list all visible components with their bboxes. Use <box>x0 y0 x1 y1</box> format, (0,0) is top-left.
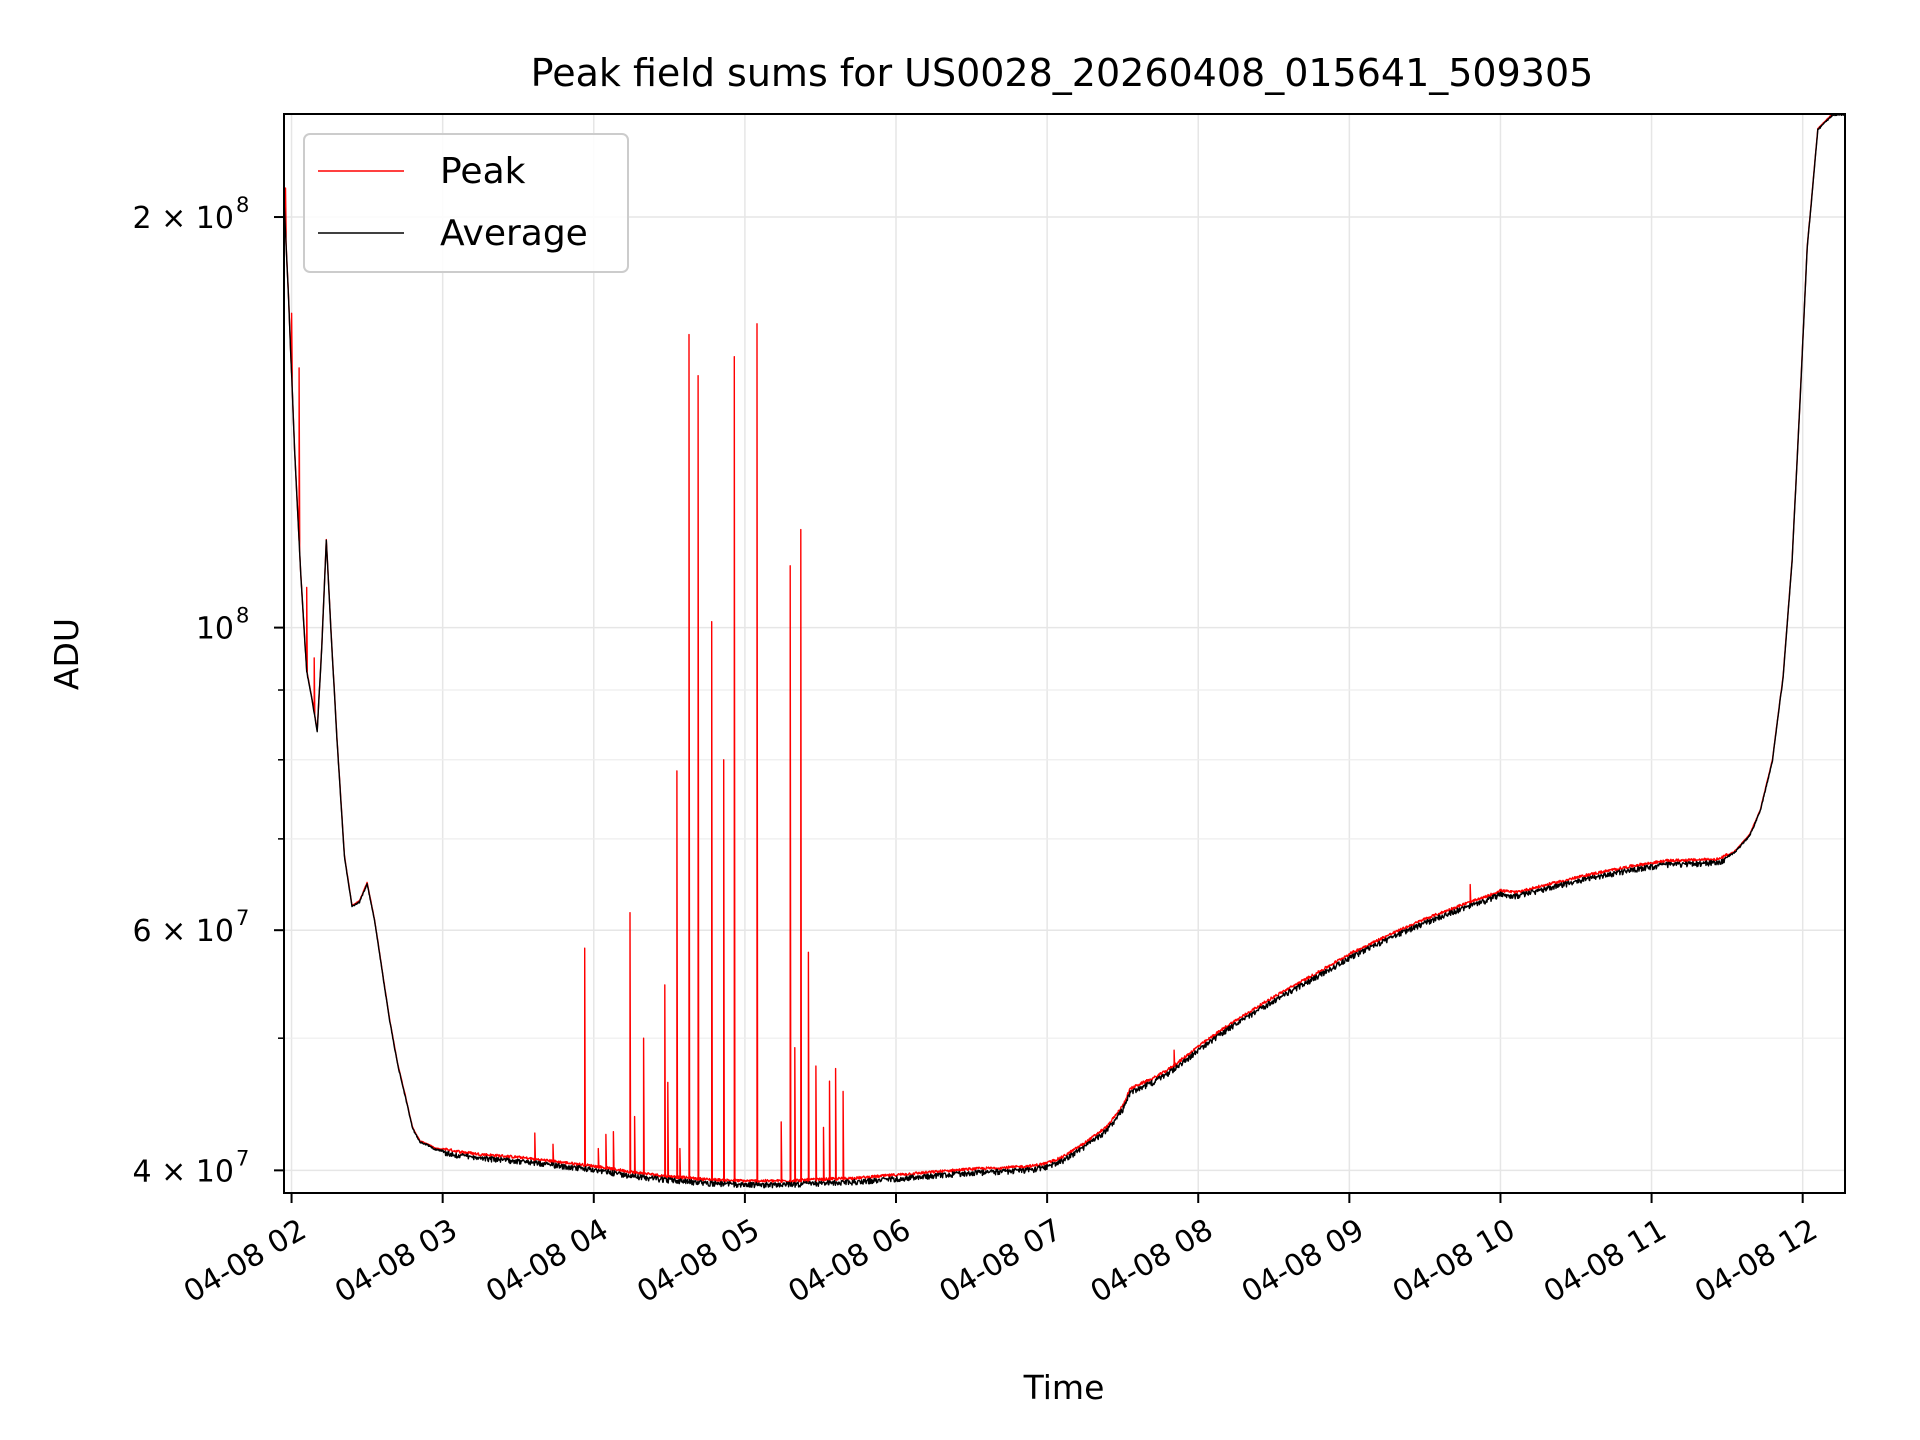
y-tick-label: 10 <box>196 612 234 647</box>
y-tick-label: 6 × 10 <box>133 914 234 949</box>
y-tick-exponent: 8 <box>236 604 249 628</box>
legend-label-peak: Peak <box>440 151 526 192</box>
chart-title: Peak field sums for US0028_20260408_0156… <box>531 51 1594 95</box>
plot-area <box>284 114 1845 1189</box>
x-axis-label: Time <box>1023 1368 1105 1407</box>
y-tick-exponent: 7 <box>236 906 249 930</box>
y-axis-label: ADU <box>47 618 86 690</box>
y-tick-exponent: 7 <box>236 1146 249 1170</box>
plot-frame <box>283 113 1846 1194</box>
series-line-peak <box>284 114 1845 1184</box>
series-line-average <box>284 114 1845 1189</box>
y-tick-label: 2 × 10 <box>133 201 234 236</box>
legend-label-average: Average <box>440 213 588 254</box>
grid <box>284 114 1845 1193</box>
y-axis: 4 × 10 76 × 10 710 82 × 10 8 <box>133 193 284 1189</box>
legend-box <box>303 133 629 273</box>
legend: Peak Average <box>303 133 629 273</box>
y-tick-label: 4 × 10 <box>133 1154 234 1189</box>
y-tick-exponent: 8 <box>236 193 249 217</box>
